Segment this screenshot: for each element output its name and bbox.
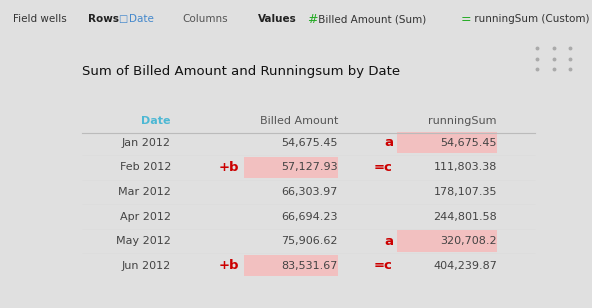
Text: =: = [461,13,471,26]
Text: runningSum: runningSum [429,116,497,126]
Text: =c: =c [374,259,393,272]
Text: 111,803.38: 111,803.38 [433,162,497,172]
Text: Date: Date [141,116,171,126]
Text: Mar 2012: Mar 2012 [118,187,171,197]
Text: a: a [384,235,393,248]
Text: Values: Values [258,14,296,24]
Text: Feb 2012: Feb 2012 [120,162,171,172]
Text: 54,675.45: 54,675.45 [440,138,497,148]
Text: =c: =c [374,161,393,174]
Bar [397,230,497,252]
Text: Apr 2012: Apr 2012 [120,212,171,221]
Text: runningSum (Custom): runningSum (Custom) [471,14,589,24]
Text: Jan 2012: Jan 2012 [122,138,171,148]
Text: May 2012: May 2012 [116,236,171,246]
Bar [244,157,338,178]
Text: 54,675.45: 54,675.45 [282,138,338,148]
Text: 66,694.23: 66,694.23 [282,212,338,221]
Text: 244,801.58: 244,801.58 [433,212,497,221]
Text: +b: +b [219,259,239,272]
Text: 75,906.62: 75,906.62 [282,236,338,246]
Text: +b: +b [219,161,239,174]
Text: #: # [307,13,317,26]
Text: Field wells: Field wells [13,14,67,24]
Text: 320,708.2: 320,708.2 [440,236,497,246]
Text: 178,107.35: 178,107.35 [433,187,497,197]
Text: Sum of Billed Amount and Runningsum by Date: Sum of Billed Amount and Runningsum by D… [82,65,400,78]
Text: 57,127.93: 57,127.93 [281,162,338,172]
Text: Rows: Rows [88,14,118,24]
Bar [244,255,338,277]
Text: Jun 2012: Jun 2012 [122,261,171,271]
Text: 83,531.67: 83,531.67 [282,261,338,271]
Text: Date: Date [129,14,154,24]
Text: a: a [384,136,393,149]
Text: 66,303.97: 66,303.97 [282,187,338,197]
Text: Billed Amount (Sum): Billed Amount (Sum) [315,14,426,24]
Text: Billed Amount: Billed Amount [260,116,338,126]
Text: □: □ [118,14,128,24]
Text: 404,239.87: 404,239.87 [433,261,497,271]
Text: Columns: Columns [182,14,228,24]
Bar [397,132,497,153]
